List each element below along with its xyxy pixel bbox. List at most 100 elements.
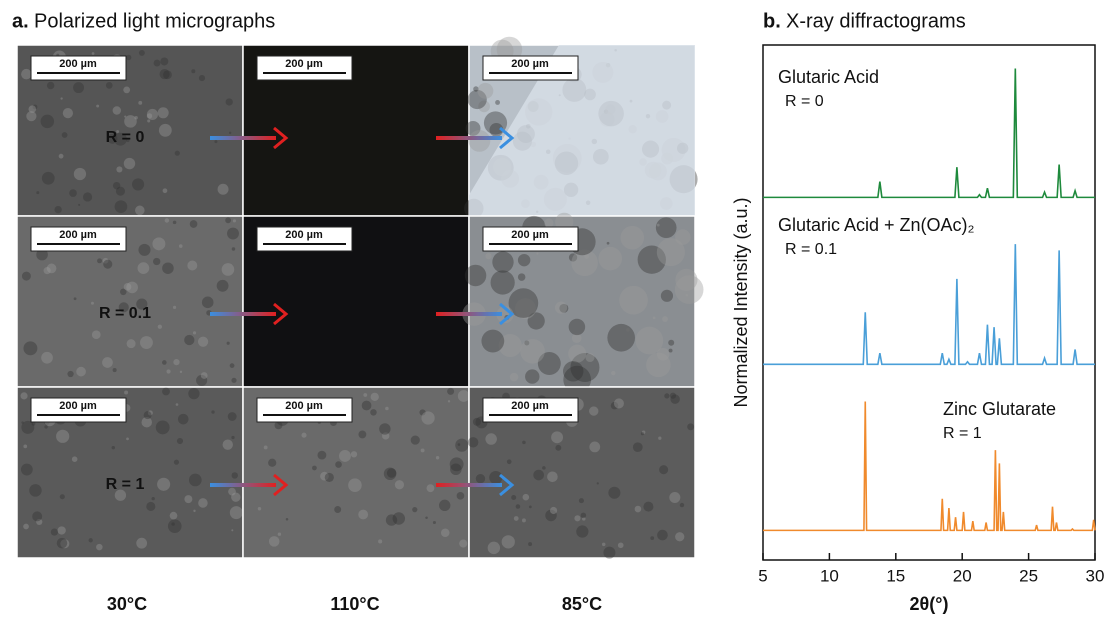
texture xyxy=(285,517,289,521)
texture xyxy=(652,316,656,320)
texture xyxy=(589,406,599,416)
texture xyxy=(533,469,544,481)
texture xyxy=(231,377,237,383)
texture xyxy=(151,496,155,501)
texture xyxy=(525,369,540,384)
texture xyxy=(191,69,196,74)
texture xyxy=(163,70,172,80)
texture xyxy=(126,281,138,294)
texture xyxy=(608,486,621,499)
texture xyxy=(481,329,505,353)
texture xyxy=(528,505,532,509)
texture xyxy=(136,298,148,310)
texture xyxy=(82,192,93,202)
texture xyxy=(490,270,515,295)
texture xyxy=(26,111,37,122)
texture xyxy=(124,390,129,395)
texture xyxy=(537,352,561,375)
texture xyxy=(620,225,645,250)
texture xyxy=(184,334,195,346)
texture xyxy=(172,305,177,309)
texture xyxy=(231,472,238,479)
texture xyxy=(435,456,440,460)
texture xyxy=(324,472,334,483)
texture xyxy=(141,416,153,428)
texture xyxy=(172,220,177,225)
panel-label: b. xyxy=(763,10,781,32)
texture xyxy=(580,512,587,519)
panel-title: X-ray diffractograms xyxy=(786,10,966,32)
texture xyxy=(658,436,662,440)
trace-name: Glutaric Acid + Zn(OAc)₂ xyxy=(778,215,975,235)
texture xyxy=(611,370,616,376)
scale-label: 200 µm xyxy=(511,229,549,241)
texture xyxy=(23,523,29,530)
texture xyxy=(159,69,170,80)
texture xyxy=(334,506,342,513)
texture xyxy=(524,340,530,346)
texture xyxy=(153,59,161,67)
column-label: 85°C xyxy=(562,594,602,614)
texture xyxy=(555,444,562,451)
texture xyxy=(386,468,397,478)
texture xyxy=(610,401,619,410)
texture xyxy=(578,498,584,504)
arrow-head xyxy=(499,302,515,326)
texture xyxy=(675,268,698,291)
texture xyxy=(187,260,198,271)
texture xyxy=(179,370,183,374)
texture xyxy=(670,394,680,404)
plot-frame xyxy=(762,44,1096,561)
texture xyxy=(585,352,595,363)
texture xyxy=(21,421,24,424)
texture xyxy=(361,400,372,411)
texture xyxy=(669,491,681,504)
texture xyxy=(162,188,168,194)
texture xyxy=(40,114,55,129)
arrow-head xyxy=(273,126,289,150)
texture xyxy=(105,82,113,89)
texture xyxy=(472,417,481,426)
xrd-trace xyxy=(763,401,1096,532)
texture xyxy=(147,119,151,123)
texture xyxy=(222,439,233,450)
texture xyxy=(501,535,515,549)
texture xyxy=(467,437,479,448)
texture xyxy=(146,108,159,121)
texture xyxy=(660,289,674,302)
column-label: 110°C xyxy=(330,594,379,614)
texture xyxy=(73,167,87,181)
texture xyxy=(527,312,545,330)
texture xyxy=(198,498,208,508)
texture xyxy=(228,487,236,496)
texture xyxy=(155,420,170,435)
texture xyxy=(547,471,558,483)
texture xyxy=(449,457,464,472)
texture xyxy=(162,387,170,396)
texture xyxy=(487,541,501,555)
texture xyxy=(675,532,685,542)
texture xyxy=(584,254,590,259)
xrd-trace xyxy=(763,68,1095,199)
texture xyxy=(643,501,654,512)
texture xyxy=(656,238,685,267)
texture xyxy=(457,443,461,446)
texture xyxy=(157,324,163,329)
scale-box xyxy=(482,55,579,81)
texture xyxy=(28,105,37,113)
x-tick-label: 5 xyxy=(758,566,767,585)
texture xyxy=(603,546,616,559)
texture xyxy=(41,351,53,364)
texture xyxy=(358,509,369,520)
x-tick-label: 15 xyxy=(886,566,905,585)
y-axis-label: Normalized Intensity (a.u.) xyxy=(731,197,751,407)
texture xyxy=(176,437,184,445)
arrow-shaft xyxy=(436,483,502,487)
texture xyxy=(97,258,102,264)
texture xyxy=(193,509,196,513)
texture xyxy=(655,217,677,239)
texture xyxy=(675,229,691,245)
scale-box xyxy=(482,397,579,423)
texture xyxy=(153,257,161,266)
texture xyxy=(56,429,70,443)
